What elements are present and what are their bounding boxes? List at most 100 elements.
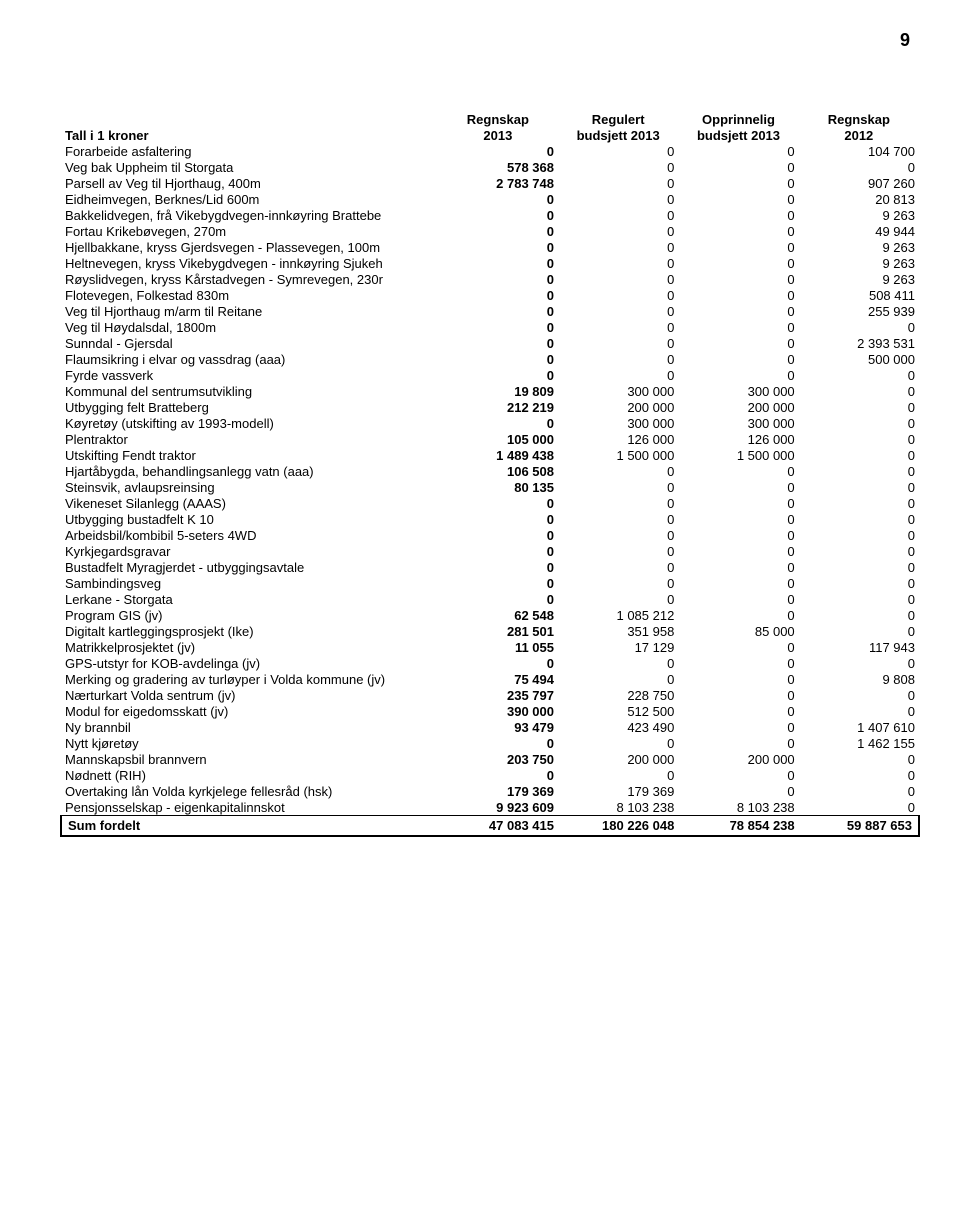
row-value: 0 xyxy=(438,495,558,511)
row-value: 9 263 xyxy=(799,255,919,271)
row-value: 907 260 xyxy=(799,175,919,191)
row-value: 0 xyxy=(438,319,558,335)
row-value: 0 xyxy=(558,207,678,223)
page-number: 9 xyxy=(60,30,920,51)
row-value: 390 000 xyxy=(438,703,558,719)
row-value: 0 xyxy=(678,351,798,367)
row-value: 0 xyxy=(799,527,919,543)
row-value: 0 xyxy=(438,511,558,527)
sum-value: 47 083 415 xyxy=(438,816,558,837)
sum-row: Sum fordelt47 083 415180 226 04878 854 2… xyxy=(61,816,919,837)
row-label: GPS-utstyr for KOB-avdelinga (jv) xyxy=(61,655,438,671)
row-value: 0 xyxy=(678,335,798,351)
row-value: 0 xyxy=(438,351,558,367)
row-label: Digitalt kartleggingsprosjekt (Ike) xyxy=(61,623,438,639)
row-value: 0 xyxy=(799,767,919,783)
row-value: 0 xyxy=(558,159,678,175)
row-value: 0 xyxy=(799,447,919,463)
row-value: 0 xyxy=(438,591,558,607)
row-value: 0 xyxy=(799,463,919,479)
row-label: Ny brannbil xyxy=(61,719,438,735)
row-value: 351 958 xyxy=(558,623,678,639)
row-label: Parsell av Veg til Hjorthaug, 400m xyxy=(61,175,438,191)
table-row: Vikeneset Silanlegg (AAAS)0000 xyxy=(61,495,919,511)
row-label: Vikeneset Silanlegg (AAAS) xyxy=(61,495,438,511)
table-row: Parsell av Veg til Hjorthaug, 400m2 783 … xyxy=(61,175,919,191)
row-value: 203 750 xyxy=(438,751,558,767)
row-value: 0 xyxy=(799,783,919,799)
table-row: Hjartåbygda, behandlingsanlegg vatn (aaa… xyxy=(61,463,919,479)
row-value: 0 xyxy=(678,303,798,319)
row-label: Bustadfelt Myragjerdet - utbyggingsavtal… xyxy=(61,559,438,575)
table-row: Mannskapsbil brannvern203 750200 000200 … xyxy=(61,751,919,767)
row-value: 104 700 xyxy=(799,143,919,159)
row-value: 0 xyxy=(558,351,678,367)
row-value: 0 xyxy=(799,383,919,399)
row-value: 0 xyxy=(558,143,678,159)
row-value: 0 xyxy=(799,415,919,431)
row-label: Matrikkelprosjektet (jv) xyxy=(61,639,438,655)
row-value: 0 xyxy=(438,143,558,159)
row-value: 11 055 xyxy=(438,639,558,655)
row-value: 281 501 xyxy=(438,623,558,639)
row-value: 0 xyxy=(678,191,798,207)
row-value: 0 xyxy=(438,335,558,351)
row-value: 0 xyxy=(678,591,798,607)
row-value: 0 xyxy=(678,655,798,671)
table-row: Utbygging felt Bratteberg212 219200 0002… xyxy=(61,399,919,415)
row-label: Plentraktor xyxy=(61,431,438,447)
row-label: Flotevegen, Folkestad 830m xyxy=(61,287,438,303)
row-value: 212 219 xyxy=(438,399,558,415)
row-value: 500 000 xyxy=(799,351,919,367)
row-value: 0 xyxy=(678,543,798,559)
table-row: Lerkane - Storgata0000 xyxy=(61,591,919,607)
row-value: 0 xyxy=(678,783,798,799)
row-value: 0 xyxy=(799,575,919,591)
row-value: 1 500 000 xyxy=(558,447,678,463)
row-value: 0 xyxy=(678,687,798,703)
row-value: 423 490 xyxy=(558,719,678,735)
row-label: Program GIS (jv) xyxy=(61,607,438,623)
header-row-1: Regnskap Regulert Opprinnelig Regnskap xyxy=(61,111,919,127)
row-label: Hjartåbygda, behandlingsanlegg vatn (aaa… xyxy=(61,463,438,479)
row-label: Kyrkjegardsgravar xyxy=(61,543,438,559)
table-row: Bakkelidvegen, frå Vikebygdvegen-innkøyr… xyxy=(61,207,919,223)
row-value: 0 xyxy=(678,271,798,287)
row-value: 2 783 748 xyxy=(438,175,558,191)
table-row: Steinsvik, avlaupsreinsing80 135000 xyxy=(61,479,919,495)
sum-value: 59 887 653 xyxy=(799,816,919,837)
table-row: GPS-utstyr for KOB-avdelinga (jv)0000 xyxy=(61,655,919,671)
row-label: Pensjonsselskap - eigenkapitalinnskot xyxy=(61,799,438,816)
row-value: 0 xyxy=(799,655,919,671)
header-col1-l2: 2013 xyxy=(438,127,558,143)
row-value: 0 xyxy=(678,735,798,751)
table-row: Program GIS (jv)62 5481 085 21200 xyxy=(61,607,919,623)
row-value: 0 xyxy=(558,767,678,783)
table-row: Bustadfelt Myragjerdet - utbyggingsavtal… xyxy=(61,559,919,575)
row-label: Modul for eigedomsskatt (jv) xyxy=(61,703,438,719)
row-value: 0 xyxy=(678,255,798,271)
header-col2-l1: Regulert xyxy=(558,111,678,127)
row-label: Fyrde vassverk xyxy=(61,367,438,383)
row-value: 0 xyxy=(799,495,919,511)
table-row: Pensjonsselskap - eigenkapitalinnskot9 9… xyxy=(61,799,919,816)
row-value: 106 508 xyxy=(438,463,558,479)
row-value: 0 xyxy=(558,463,678,479)
row-value: 0 xyxy=(558,655,678,671)
table-row: Kyrkjegardsgravar0000 xyxy=(61,543,919,559)
row-value: 93 479 xyxy=(438,719,558,735)
row-value: 126 000 xyxy=(678,431,798,447)
row-value: 75 494 xyxy=(438,671,558,687)
table-row: Røyslidvegen, kryss Kårstadvegen - Symre… xyxy=(61,271,919,287)
row-value: 200 000 xyxy=(558,399,678,415)
row-value: 0 xyxy=(438,367,558,383)
row-value: 0 xyxy=(678,463,798,479)
row-value: 0 xyxy=(678,319,798,335)
table-row: Sunndal - Gjersdal0002 393 531 xyxy=(61,335,919,351)
row-value: 1 500 000 xyxy=(678,447,798,463)
row-value: 1 085 212 xyxy=(558,607,678,623)
row-value: 19 809 xyxy=(438,383,558,399)
row-value: 228 750 xyxy=(558,687,678,703)
row-value: 0 xyxy=(558,543,678,559)
table-row: Veg til Høydalsdal, 1800m0000 xyxy=(61,319,919,335)
